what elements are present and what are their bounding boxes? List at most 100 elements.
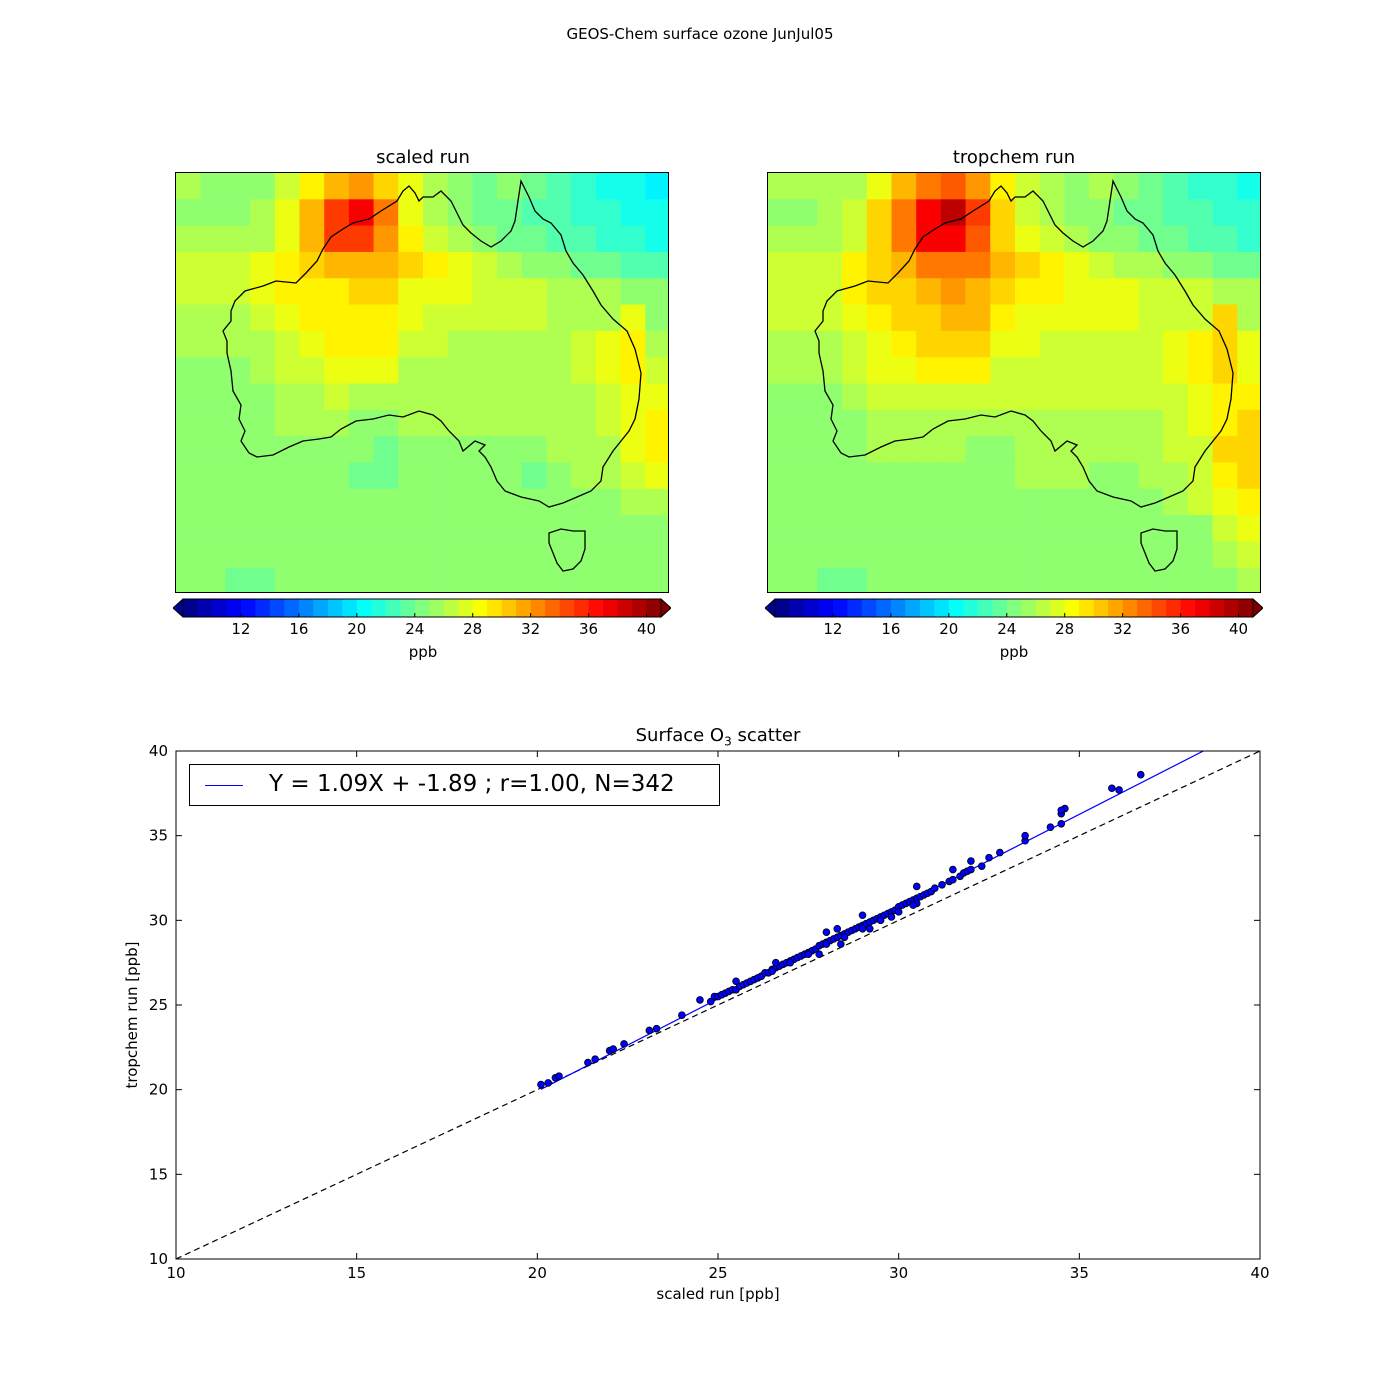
heatmap-cell <box>521 567 548 592</box>
heatmap-cell <box>866 304 893 332</box>
heatmap-cell <box>274 488 301 516</box>
heatmap-cell <box>299 225 325 253</box>
heatmap-cell <box>940 383 967 411</box>
heatmap-cell <box>1064 462 1090 490</box>
heatmap-cell <box>891 383 917 411</box>
colorbar-tick-label: 20 <box>939 620 958 638</box>
colorbar-segment <box>1021 599 1037 617</box>
heatmap-cell <box>866 225 893 253</box>
heatmap-cell <box>965 173 991 200</box>
heatmap-cell <box>1039 278 1065 306</box>
heatmap-cell <box>1113 383 1140 411</box>
scatter-axes-frame <box>175 750 1261 1260</box>
heatmap-cell <box>940 462 967 490</box>
heatmap-cell <box>472 462 498 490</box>
heatmap-cell <box>571 225 597 253</box>
heatmap-cell <box>398 225 424 253</box>
heatmap-cell <box>891 567 917 592</box>
heatmap-cell <box>521 409 548 437</box>
heatmap-cell <box>866 462 893 490</box>
heatmap-cell <box>521 357 548 385</box>
heatmap-cell <box>274 251 301 279</box>
colorbar-tropchem: 12 16 20 24 28 32 36 40 <box>765 598 1263 638</box>
heatmap-cell <box>1212 436 1238 464</box>
heatmap-cell <box>792 304 818 332</box>
scatter-point <box>822 940 831 948</box>
heatmap-cell <box>546 567 572 592</box>
heatmap-cell <box>225 330 251 358</box>
heatmap-cell <box>1015 462 1041 490</box>
heatmap-cell <box>645 278 668 306</box>
colorbar-segment <box>992 599 1008 617</box>
heatmap-cell <box>176 488 202 516</box>
scatter-point <box>732 977 740 986</box>
heatmap-cell <box>373 304 399 332</box>
heatmap-cell <box>571 330 597 358</box>
heatmap-cell <box>1015 304 1041 332</box>
heatmap-cell <box>1039 409 1065 437</box>
heatmap-cell <box>620 357 646 385</box>
heatmap-cell <box>398 462 424 490</box>
heatmap-cell <box>768 173 794 200</box>
heatmap-cell <box>1064 383 1090 411</box>
heatmap-cell <box>645 567 668 592</box>
heatmap-cell <box>940 436 967 464</box>
heatmap-cell <box>866 436 893 464</box>
heatmap-cell <box>1212 278 1238 306</box>
heatmap-cell <box>768 541 794 569</box>
heatmap-cell <box>1138 199 1164 227</box>
heatmap-cell <box>1163 330 1189 358</box>
heatmap-cell <box>1113 251 1140 279</box>
heatmap-cell <box>200 251 226 279</box>
heatmap-cell <box>225 225 251 253</box>
scatter-point <box>1046 823 1055 831</box>
heatmap-cell <box>842 436 868 464</box>
heatmap-cell <box>423 225 449 253</box>
heatmap-cell <box>348 225 375 253</box>
heatmap-cell <box>866 409 893 437</box>
heatmap-cell <box>1163 515 1189 542</box>
heatmap-cell <box>595 330 622 358</box>
heatmap-cell <box>373 462 399 490</box>
heatmap-cell <box>620 251 646 279</box>
heatmap-cell <box>373 409 399 437</box>
heatmap-cell <box>447 251 473 279</box>
heatmap-cell <box>447 488 473 516</box>
heatmap-cell <box>1237 304 1260 332</box>
colorbar-segment <box>183 599 199 617</box>
heatmap-cell <box>595 251 622 279</box>
colorbar-segment <box>574 599 590 617</box>
heatmap-cell <box>176 357 202 385</box>
map-panel-scaled <box>175 172 669 593</box>
heatmap-cell <box>768 278 794 306</box>
scatter-point <box>930 884 939 892</box>
heatmap-cell <box>1163 199 1189 227</box>
heatmap-cell <box>176 409 202 437</box>
tasmania-coastline <box>548 528 586 572</box>
heatmap-cell <box>200 436 226 464</box>
colorbar-tick-label: 24 <box>997 620 1016 638</box>
heatmap-cell <box>1212 541 1238 569</box>
heatmap-cell <box>521 436 548 464</box>
colorbar-segment <box>890 599 906 617</box>
heatmap-cell <box>1064 173 1090 200</box>
heatmap-cell <box>274 383 301 411</box>
heatmap-cell <box>768 225 794 253</box>
heatmap-cell <box>225 199 251 227</box>
heatmap-cell <box>423 173 449 200</box>
heatmap-cell <box>990 436 1016 464</box>
heatmap-cell <box>1163 304 1189 332</box>
heatmap-cell <box>965 567 991 592</box>
colorbar-segment <box>530 599 546 617</box>
heatmap-cell <box>250 488 276 516</box>
heatmap-cell <box>1138 330 1164 358</box>
heatmap-cell <box>176 436 202 464</box>
heatmap-cell <box>817 304 843 332</box>
heatmap-cell <box>1039 383 1065 411</box>
heatmap-cell <box>645 199 668 227</box>
colorbar-tick-label: 24 <box>405 620 424 638</box>
heatmap-cell <box>792 225 818 253</box>
heatmap-cell <box>1039 304 1065 332</box>
heatmap-cell <box>348 278 375 306</box>
heatmap-cell <box>1187 462 1214 490</box>
